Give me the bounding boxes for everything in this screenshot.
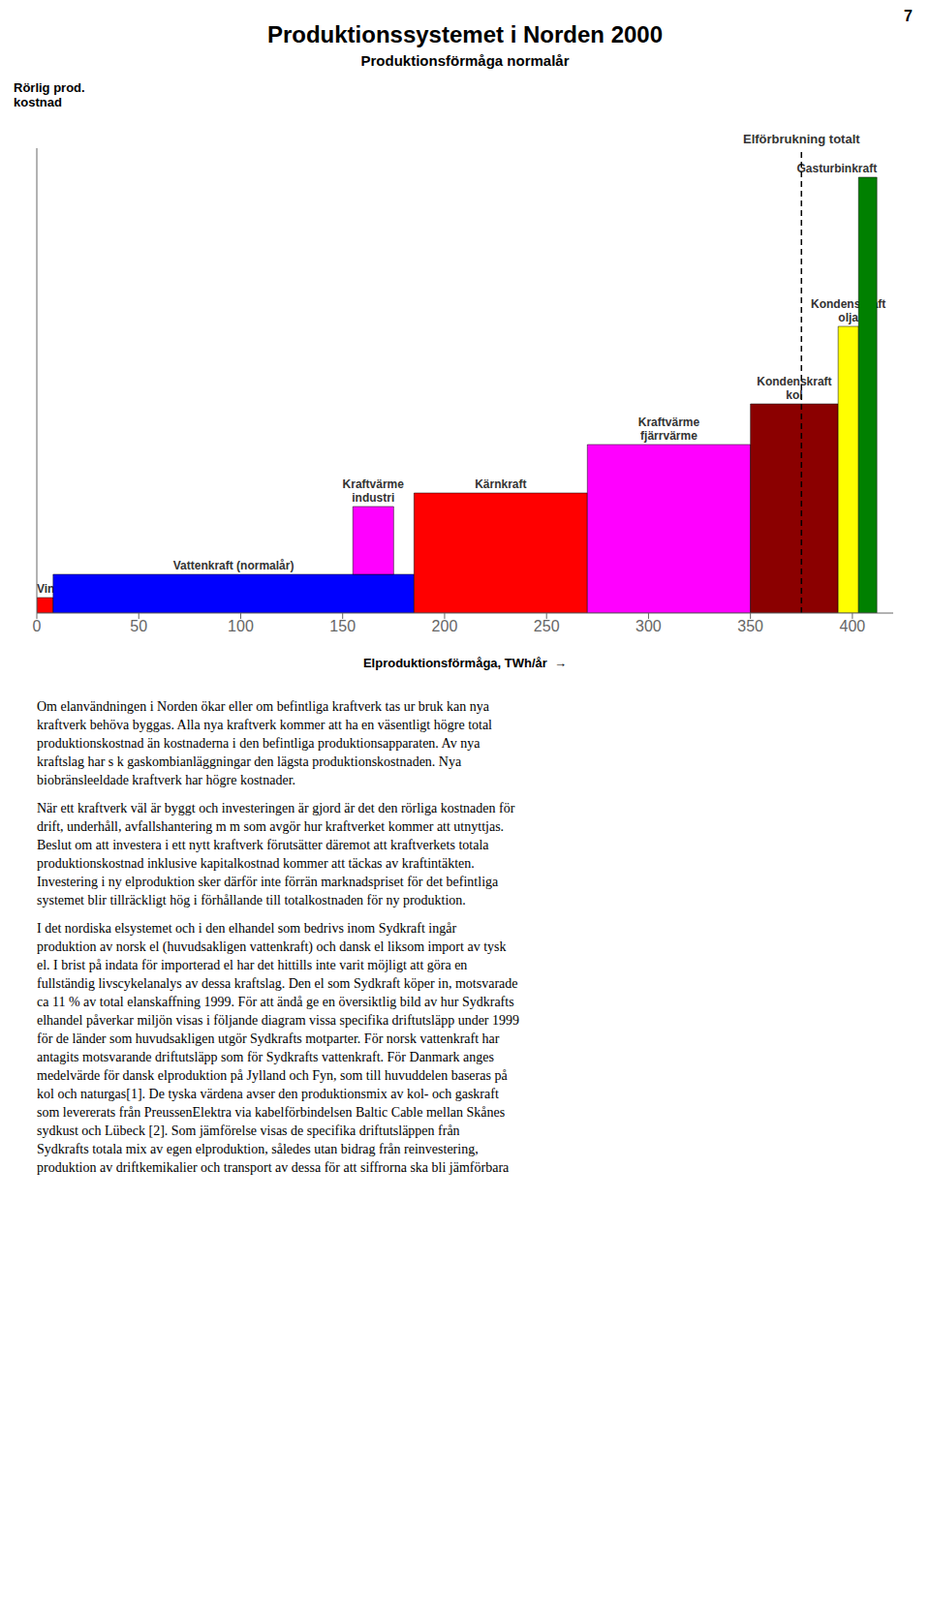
html-text:produktion av driftkemikalier: produktion av driftkemikalier och transp… bbox=[36, 1160, 509, 1176]
html-text:kol och naturgas[1]. De tyska: kol och naturgas[1]. De tyska värdena av… bbox=[36, 1086, 499, 1102]
html-text:som levererats från PreussenEl: som levererats från PreussenElektra via … bbox=[36, 1105, 505, 1120]
svg-text:0: 0 bbox=[32, 618, 42, 635]
html-text:I det nordiska elsystemet och: I det nordiska elsystemet och i den elha… bbox=[36, 921, 457, 936]
svg-text:300: 300 bbox=[635, 618, 662, 635]
html-text:Om elanvändningen i Norden öka: Om elanvändningen i Norden ökar eller om… bbox=[36, 699, 490, 714]
html-text:produktion av norsk el (huvuds: produktion av norsk el (huvudsakligen va… bbox=[36, 939, 507, 955]
html-text:elhandel påverkar miljön visas: elhandel påverkar miljön visas i följand… bbox=[36, 1013, 520, 1028]
html-text:kraftslag har s k gaskombianlä: kraftslag har s k gaskombianläggningar d… bbox=[36, 754, 462, 770]
html-text:När ett kraftverk väl är byggt: När ett kraftverk väl är byggt och inves… bbox=[36, 801, 515, 816]
html-text:sydkust och Lübeck [2]. Som jä: sydkust och Lübeck [2]. Som jämförelse v… bbox=[36, 1123, 460, 1139]
svg-text:400: 400 bbox=[839, 618, 867, 635]
html-text:biobränsleeldade kraftverk har: biobränsleeldade kraftverk har högre kos… bbox=[36, 773, 296, 788]
html-text:Rörlig prod. kostnad: Rörlig prod. kostnad bbox=[13, 80, 85, 110]
html-text:Investering i ny elproduktion: Investering i ny elproduktion sker därfö… bbox=[36, 874, 499, 890]
html-text:Produktionssystemet i Norden 2: Produktionssystemet i Norden 2000 bbox=[267, 21, 663, 48]
html-text:medelvärde för dansk elprodukt: medelvärde för dansk elproduktion på Jyl… bbox=[36, 1068, 508, 1084]
html-text:ca 11 % av total elanskaffning: ca 11 % av total elanskaffning 1999. För… bbox=[36, 994, 515, 1010]
html-text:systemet blir tillräckligt hög: systemet blir tillräckligt hög i förhåll… bbox=[36, 893, 466, 908]
svg-text:Gasturbinkraft: Gasturbinkraft bbox=[796, 161, 877, 176]
html-text:olja: olja bbox=[838, 310, 859, 325]
html-text:Sydkrafts totala mix av egen e: Sydkrafts totala mix av egen elproduktio… bbox=[36, 1142, 479, 1157]
html-text:7: 7 bbox=[903, 7, 913, 25]
svg-text:200: 200 bbox=[432, 618, 459, 635]
html-text:Beslut om att investera i ett: Beslut om att investera i ett nytt kraft… bbox=[36, 837, 489, 853]
html-text:antagits motsvarande driftutsl: antagits motsvarande driftutsläpp som fö… bbox=[36, 1050, 495, 1065]
html-text:el. I brist på indata för impo: el. I brist på indata för importerad el … bbox=[36, 958, 468, 973]
html-text:drift, underhåll, avfallshante: drift, underhåll, avfallshantering m m s… bbox=[36, 819, 504, 835]
html-text:kraftverk behöva byggas. Alla: kraftverk behöva byggas. Alla nya kraftv… bbox=[36, 717, 493, 733]
svg-text:Kondenskraftkol: Kondenskraftkol bbox=[756, 374, 832, 403]
svg-text:Elförbrukning totalt: Elförbrukning totalt bbox=[743, 131, 861, 147]
html-text:Kondenskraft: Kondenskraft bbox=[810, 297, 886, 311]
html-text:Produktionsförmåga normalår: Produktionsförmåga normalår bbox=[360, 52, 570, 69]
html-text:produktionskostnad än kostnade: produktionskostnad än kostnaderna i den … bbox=[36, 736, 480, 751]
html-text:produktionskostnad inklusive k: produktionskostnad inklusive kapitalkost… bbox=[36, 856, 475, 871]
svg-text:250: 250 bbox=[533, 618, 560, 635]
html-text:Elproduktionsförmåga, TWh/år →: Elproduktionsförmåga, TWh/år → bbox=[363, 655, 567, 671]
svg-text:350: 350 bbox=[737, 618, 764, 635]
svg-text:Kraftvärmefjärrvärme: Kraftvärmefjärrvärme bbox=[638, 415, 701, 443]
svg-text:Vattenkraft (normalår): Vattenkraft (normalår) bbox=[173, 558, 295, 573]
svg-text:Kärnkraft: Kärnkraft bbox=[474, 477, 527, 492]
svg-text:150: 150 bbox=[329, 618, 356, 635]
html-text:för de länder som huvudsaklige: för de länder som huvudsakligen utgör Sy… bbox=[36, 1031, 500, 1047]
svg-text:50: 50 bbox=[129, 618, 148, 635]
html-text:fullständig livscykelanalys av: fullständig livscykelanalys av dessa kra… bbox=[36, 976, 518, 992]
svg-text:100: 100 bbox=[227, 618, 254, 635]
svg-text:Kraftvärmeindustri: Kraftvärmeindustri bbox=[342, 477, 405, 505]
